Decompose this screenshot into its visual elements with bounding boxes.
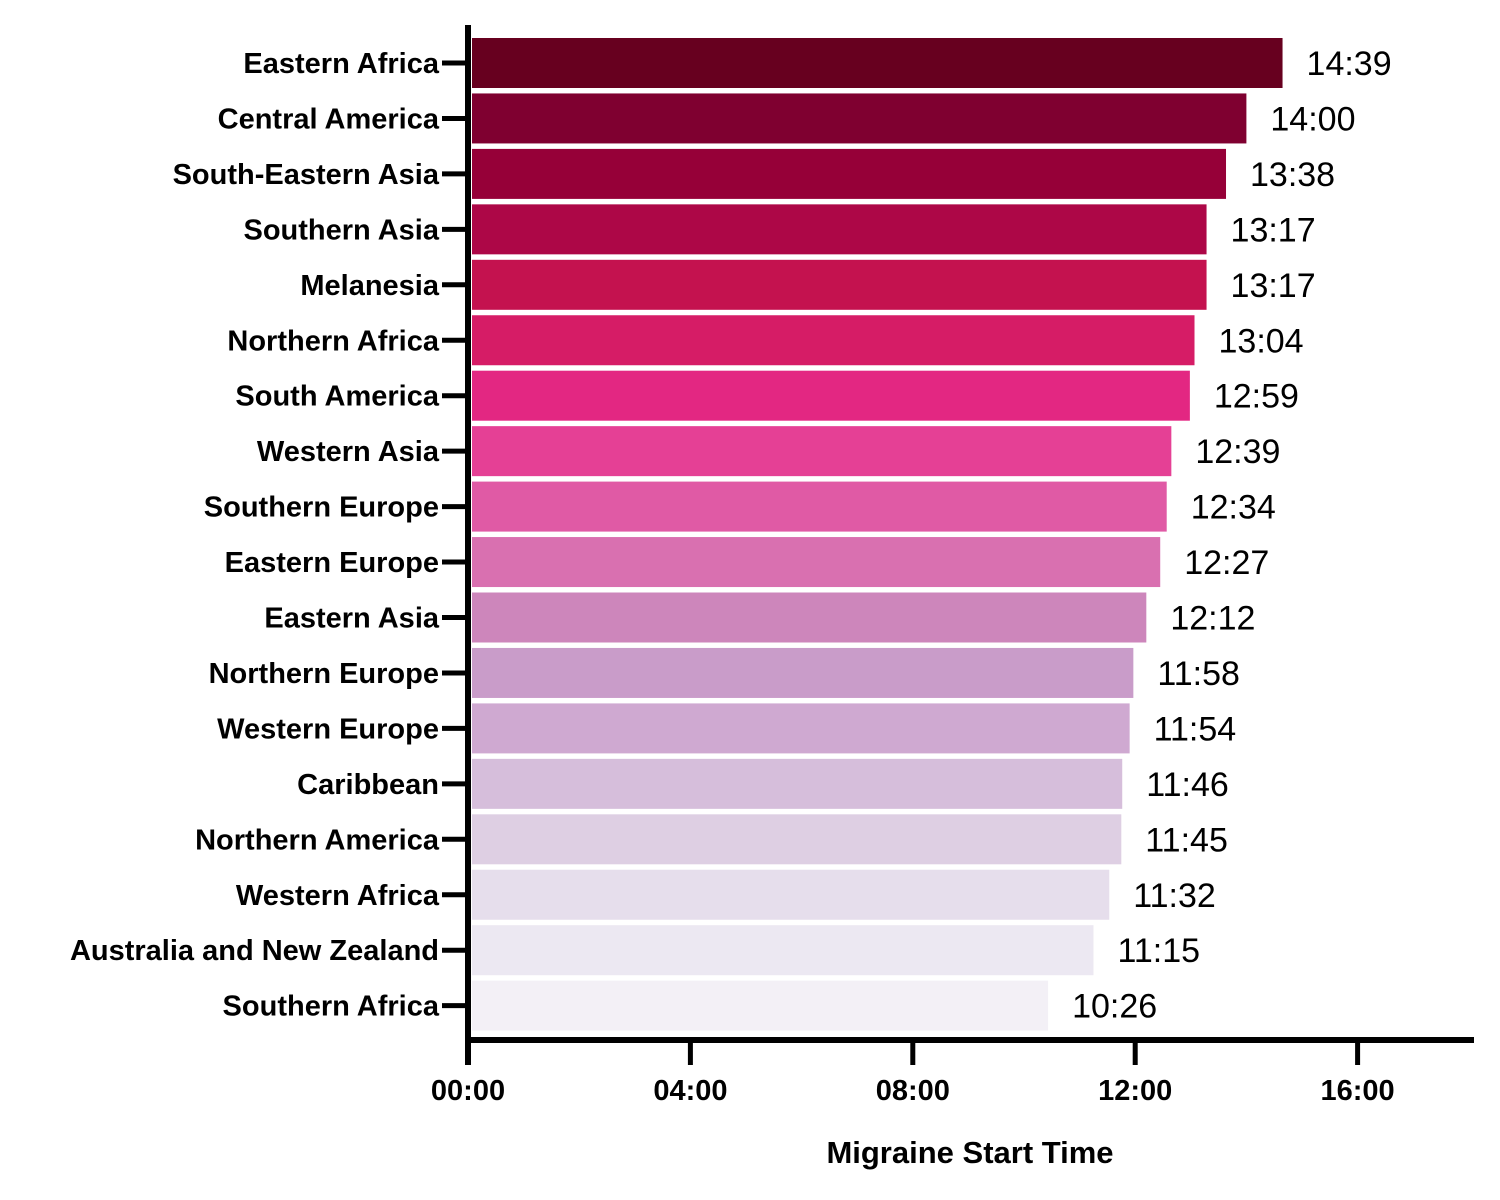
x-tick-label: 04:00 bbox=[653, 1075, 727, 1107]
value-label: 13:17 bbox=[1231, 267, 1316, 305]
x-tick-label: 00:00 bbox=[431, 1075, 505, 1107]
bar-northern-europe bbox=[472, 647, 1134, 698]
value-label: 13:38 bbox=[1250, 156, 1335, 194]
bar-central-america bbox=[472, 93, 1247, 144]
x-tick-label: 16:00 bbox=[1321, 1075, 1395, 1107]
bar-melanesia bbox=[472, 259, 1207, 310]
bar-western-europe bbox=[472, 703, 1130, 754]
value-label: 14:39 bbox=[1307, 45, 1392, 83]
bar-eastern-asia bbox=[472, 592, 1147, 643]
category-label: Eastern Asia bbox=[264, 603, 439, 635]
category-label: South-Eastern Asia bbox=[173, 159, 440, 191]
x-tick-label: 12:00 bbox=[1098, 1075, 1172, 1107]
value-label: 12:27 bbox=[1184, 544, 1269, 582]
category-label: South America bbox=[235, 381, 439, 413]
value-label: 13:04 bbox=[1219, 322, 1304, 360]
category-label: Western Asia bbox=[257, 436, 440, 468]
bar-northern-africa bbox=[472, 315, 1195, 366]
value-label: 11:46 bbox=[1146, 766, 1229, 804]
bar-south-eastern-asia bbox=[472, 148, 1227, 199]
category-label: Northern Africa bbox=[227, 325, 439, 357]
value-label: 12:12 bbox=[1170, 600, 1255, 638]
value-label: 11:45 bbox=[1145, 821, 1228, 859]
value-label: 12:34 bbox=[1191, 489, 1276, 527]
x-axis-title: Migraine Start Time bbox=[826, 1135, 1113, 1170]
category-label: Southern Africa bbox=[223, 991, 440, 1023]
category-label: Australia and New Zealand bbox=[70, 935, 439, 967]
value-label: 10:26 bbox=[1072, 988, 1157, 1026]
value-label: 11:58 bbox=[1157, 655, 1240, 693]
x-tick-label: 08:00 bbox=[876, 1075, 950, 1107]
bar-australia-and-new-zealand bbox=[472, 925, 1094, 976]
value-labels-group: 14:39 14:00 13:38 13:17 13:17 13:04 12:59 12:39… bbox=[1072, 45, 1392, 1026]
bar-northern-america bbox=[472, 814, 1122, 865]
value-label: 11:32 bbox=[1133, 877, 1216, 915]
category-label: Southern Europe bbox=[204, 492, 439, 524]
category-label: Melanesia bbox=[300, 270, 439, 302]
category-label: Eastern Europe bbox=[225, 547, 439, 579]
category-label: Central America bbox=[218, 103, 440, 135]
category-label: Northern Europe bbox=[209, 658, 439, 690]
bar-south-america bbox=[472, 370, 1190, 421]
bar-western-asia bbox=[472, 426, 1172, 477]
value-label: 12:59 bbox=[1214, 378, 1299, 416]
bar-western-africa bbox=[472, 869, 1110, 920]
bar-caribbean bbox=[472, 758, 1123, 809]
category-label: Northern America bbox=[195, 824, 440, 856]
value-label: 11:54 bbox=[1154, 710, 1237, 748]
category-label: Southern Asia bbox=[243, 214, 439, 246]
bars-group bbox=[472, 38, 1283, 1031]
category-label: Caribbean bbox=[297, 769, 439, 801]
bar-southern-africa bbox=[472, 980, 1049, 1031]
y-axis: Eastern Africa Central America South-Easte… bbox=[70, 25, 471, 1065]
bar-eastern-africa bbox=[472, 38, 1283, 88]
category-label: Western Africa bbox=[236, 880, 440, 912]
category-label: Western Europe bbox=[217, 713, 439, 745]
value-label: 11:15 bbox=[1118, 932, 1201, 970]
category-label: Eastern Africa bbox=[243, 48, 439, 80]
bar-southern-europe bbox=[472, 481, 1167, 532]
value-label: 12:39 bbox=[1195, 433, 1280, 471]
bar-southern-asia bbox=[472, 204, 1207, 255]
bar-eastern-europe bbox=[472, 537, 1161, 588]
x-axis: 00:00 04:00 08:00 12:00 16:00 bbox=[431, 1037, 1474, 1107]
value-label: 13:17 bbox=[1231, 211, 1316, 249]
value-label: 14:00 bbox=[1270, 100, 1355, 138]
